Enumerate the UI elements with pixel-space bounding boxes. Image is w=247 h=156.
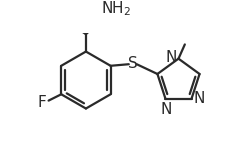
- Text: N: N: [161, 102, 172, 117]
- Text: N: N: [194, 91, 205, 106]
- Text: N: N: [165, 50, 177, 65]
- Text: F: F: [38, 95, 46, 110]
- Text: S: S: [128, 56, 138, 71]
- Text: NH$_2$: NH$_2$: [101, 0, 131, 18]
